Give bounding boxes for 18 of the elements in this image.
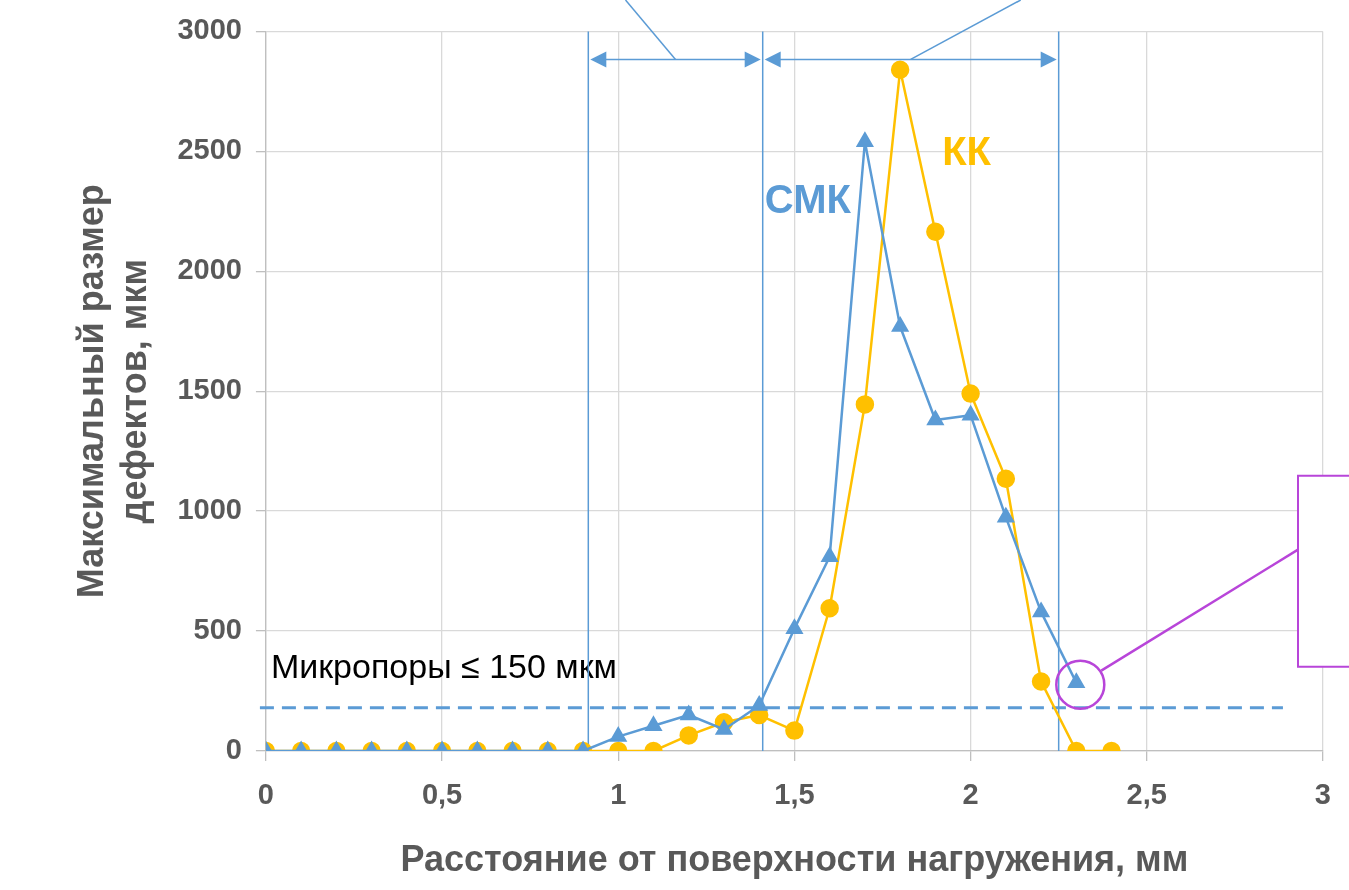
x-tick-label: 2 bbox=[962, 778, 979, 811]
x-tick-label: 1,5 bbox=[774, 778, 815, 811]
y-axis-title: Максимальный размер дефектов, мкм bbox=[69, 184, 154, 599]
y-tick-label: 0 bbox=[225, 733, 242, 765]
y-tick-label: 1000 bbox=[177, 493, 242, 526]
x-tick-label: 0,5 bbox=[421, 778, 463, 811]
series-label: КК bbox=[942, 128, 992, 173]
y-tick-label: 2000 bbox=[177, 253, 242, 286]
y-tick-label: 500 bbox=[193, 613, 242, 646]
x-tick-label: 3 bbox=[1314, 778, 1332, 811]
series-label: СМК bbox=[764, 176, 852, 221]
x-tick-label: 2,5 bbox=[1126, 778, 1167, 811]
x-tick-label: 0 bbox=[257, 778, 274, 811]
x-axis-title: Расстояние от поверхности нагружения, мм bbox=[400, 838, 1189, 880]
y-tick-label: 2500 bbox=[177, 133, 242, 166]
y-tick-label: 3000 bbox=[177, 13, 242, 46]
x-tick-label: 1 bbox=[610, 778, 627, 811]
y-tick-label: 1500 bbox=[177, 373, 242, 406]
